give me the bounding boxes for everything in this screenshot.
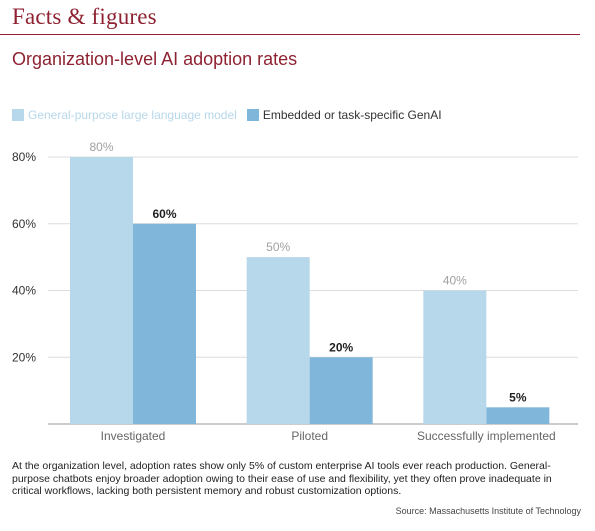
bar-investigated-series-1 bbox=[70, 157, 133, 424]
data-label: 60% bbox=[152, 207, 176, 221]
legend-swatch-general-purpose bbox=[12, 109, 24, 121]
legend-label-embedded: Embedded or task-specific GenAI bbox=[262, 108, 442, 122]
data-label: 5% bbox=[509, 390, 527, 404]
x-category-label: Piloted bbox=[291, 429, 328, 443]
x-category-label: Successfully implemented bbox=[417, 429, 556, 443]
bar-piloted-series-2 bbox=[309, 357, 373, 424]
y-tick-label: 20% bbox=[12, 350, 36, 364]
legend-label-general-purpose: General-purpose large language model bbox=[28, 108, 237, 122]
x-category-label: Investigated bbox=[101, 429, 166, 443]
bar-piloted-series-1 bbox=[246, 257, 310, 424]
source-note: Source: Massachusetts Institute of Techn… bbox=[395, 506, 581, 516]
data-label: 20% bbox=[329, 340, 353, 354]
y-tick-label: 60% bbox=[12, 217, 36, 231]
legend-item-general-purpose: General-purpose large language model bbox=[12, 108, 237, 122]
legend-item-embedded: Embedded or task-specific GenAI bbox=[246, 108, 442, 122]
bar-investigated-series-2 bbox=[133, 223, 196, 424]
bar-successfully-implemented-series-1 bbox=[423, 290, 487, 424]
legend-swatch-embedded bbox=[246, 109, 259, 121]
page-title: Facts & figures bbox=[12, 4, 157, 29]
bar-chart: 20% 40% 60% 80% 80% 60% Investigated 50% 20% Pilo… bbox=[12, 140, 578, 443]
y-tick-label: 80% bbox=[12, 150, 36, 164]
chart-caption: At the organization level, adoption rate… bbox=[12, 460, 552, 497]
bar-successfully-implemented-series-2 bbox=[486, 407, 550, 424]
title-divider bbox=[0, 34, 580, 35]
data-label: 50% bbox=[266, 240, 290, 254]
y-tick-label: 40% bbox=[12, 284, 36, 298]
data-label: 40% bbox=[443, 274, 467, 288]
chart-legend: General-purpose large language model Emb… bbox=[12, 107, 452, 123]
data-label: 80% bbox=[89, 140, 113, 154]
chart-title: Organization-level AI adoption rates bbox=[12, 49, 298, 69]
